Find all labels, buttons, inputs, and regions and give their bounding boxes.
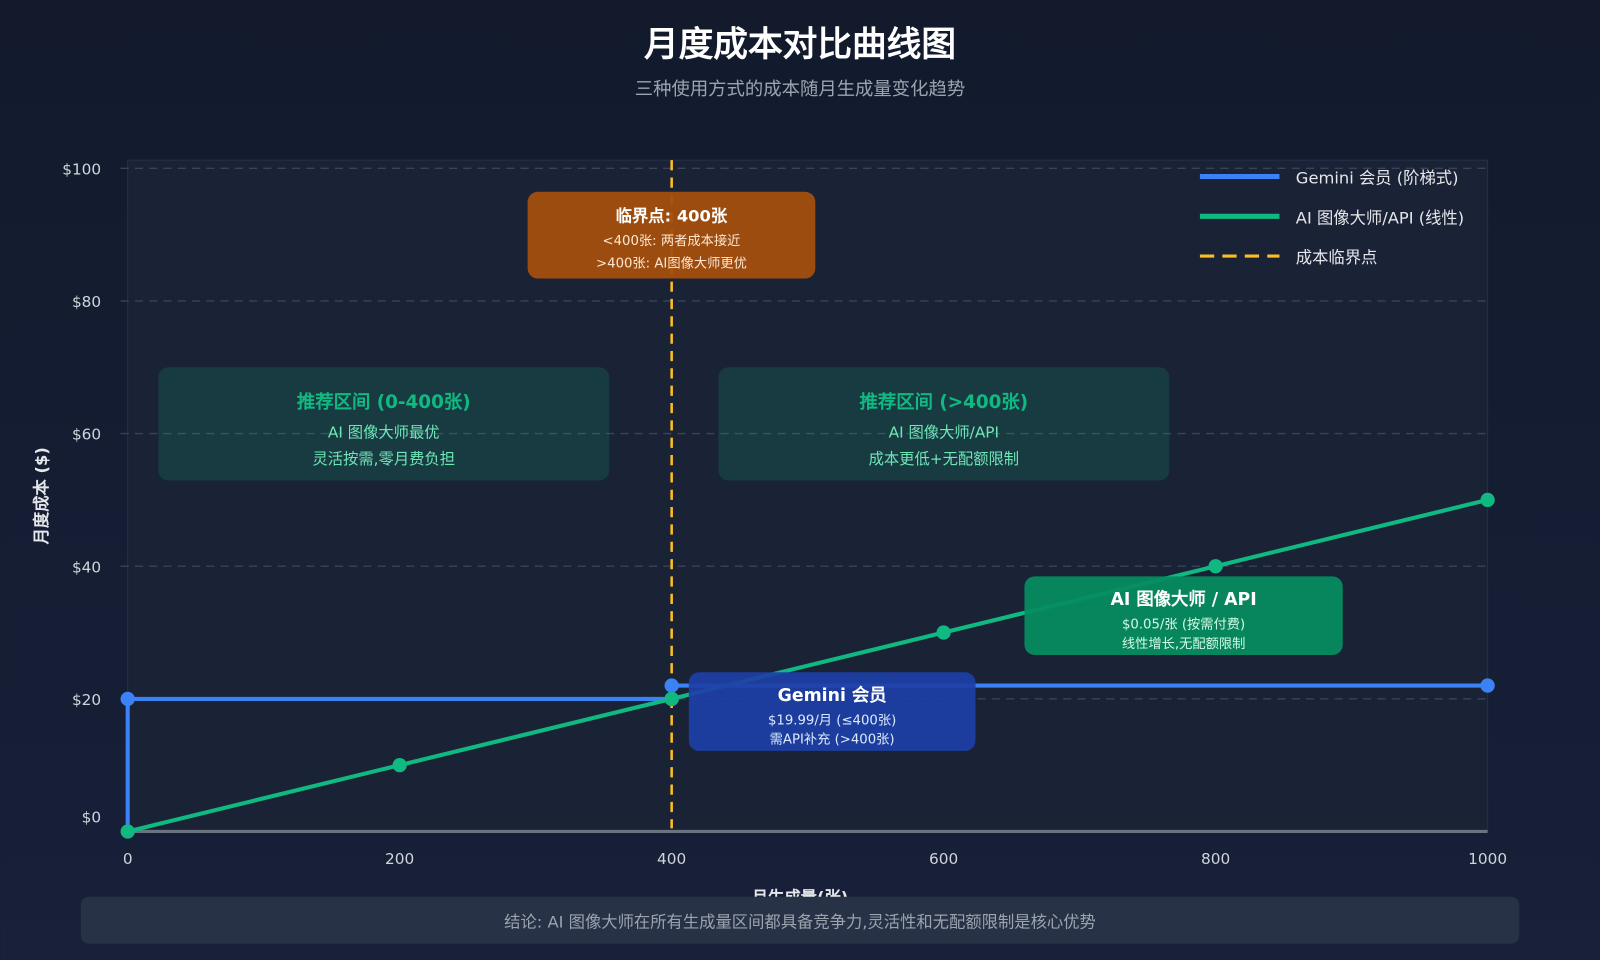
threshold-annotation-line1: <400张: 两者成本接近 — [603, 232, 741, 249]
y-tick-label: $20 — [72, 691, 101, 709]
data-point — [664, 691, 679, 706]
threshold-annotation-line2: >400张: AI图像大师更优 — [596, 255, 747, 271]
ai-annotation-line2: 线性增长,无配额限制 — [1122, 636, 1245, 652]
x-tick-label: 800 — [1201, 850, 1230, 868]
grid — [120, 167, 1488, 833]
zone-low-annotation-line2: 灵活按需,零月费负担 — [312, 450, 455, 468]
series-line-1 — [127, 497, 1489, 834]
conclusion-text: 结论: AI 图像大师在所有生成量区间都具备竞争力,灵活性和无配额限制是核心优势 — [504, 912, 1096, 931]
legend-label-threshold: 成本临界点 — [1296, 248, 1378, 267]
y-tick-label: $0 — [82, 808, 101, 826]
ai-annotation-line1: $0.05/张 (按需付费) — [1122, 616, 1245, 632]
gemini-annotation: Gemini 会员 $19.99/月 (≤400张) 需API补充 (>400张) — [688, 672, 976, 751]
ai-annotation-title: AI 图像大师 / API — [1111, 589, 1257, 610]
legend-label-gemini: Gemini 会员 (阶梯式) — [1296, 169, 1459, 188]
zone-high-annotation-line2: 成本更低+无配额限制 — [869, 450, 1020, 468]
zone-low-annotation-bg — [158, 367, 610, 481]
y-axis-label: 月度成本 ($) — [32, 447, 51, 545]
gemini-annotation-bg — [688, 672, 976, 751]
zone-low-annotation-line1: AI 图像大师最优 — [328, 424, 440, 442]
y-tick-label: $80 — [72, 293, 101, 311]
gemini-annotation-line1: $19.99/月 (≤400张) — [768, 712, 896, 728]
data-point — [936, 625, 951, 640]
y-tick-label: $40 — [72, 558, 101, 576]
threshold-annotation-title: 临界点: 400张 — [616, 206, 728, 225]
data-point — [664, 678, 679, 693]
data-point — [1480, 678, 1495, 693]
zone-high-annotation-bg — [718, 367, 1170, 481]
legend-label-ai: AI 图像大师/API (线性) — [1296, 208, 1464, 227]
zone-high-annotation-title: 推荐区间 (>400张) — [860, 391, 1029, 413]
data-point — [392, 758, 407, 773]
y-tick-label: $60 — [72, 426, 101, 444]
x-tick-label: 1000 — [1468, 850, 1507, 868]
x-tick-label: 200 — [385, 850, 414, 868]
gemini-annotation-title: Gemini 会员 — [778, 685, 887, 706]
ai-annotation: AI 图像大师 / API $0.05/张 (按需付费) 线性增长,无配额限制 — [1024, 576, 1343, 655]
y-tick-label: $100 — [62, 160, 101, 178]
data-point — [1480, 492, 1495, 508]
data-point — [1208, 559, 1223, 574]
chart-subtitle: 三种使用方式的成本随月生成量变化趋势 — [635, 79, 965, 100]
data-point — [120, 691, 135, 707]
zone-high-annotation: 推荐区间 (>400张) AI 图像大师/API 成本更低+无配额限制 — [718, 367, 1170, 481]
x-tick-label: 400 — [657, 850, 686, 868]
chart-title: 月度成本对比曲线图 — [644, 25, 956, 65]
data-point — [120, 824, 135, 839]
threshold-annotation-bg — [527, 191, 816, 279]
ai-annotation-bg — [1024, 576, 1343, 655]
x-tick-label: 600 — [929, 850, 958, 868]
gemini-annotation-line2: 需API补充 (>400张) — [770, 732, 895, 748]
legend: Gemini 会员 (阶梯式) AI 图像大师/API (线性) 成本临界点 — [1199, 169, 1464, 267]
x-tick-label: 0 — [123, 850, 133, 868]
zone-high-annotation-line1: AI 图像大师/API — [889, 424, 999, 442]
zone-low-annotation-title: 推荐区间 (0-400张) — [297, 391, 471, 413]
conclusion-box — [80, 896, 1520, 944]
threshold-annotation: 临界点: 400张 <400张: 两者成本接近 >400张: AI图像大师更优 — [527, 191, 816, 279]
